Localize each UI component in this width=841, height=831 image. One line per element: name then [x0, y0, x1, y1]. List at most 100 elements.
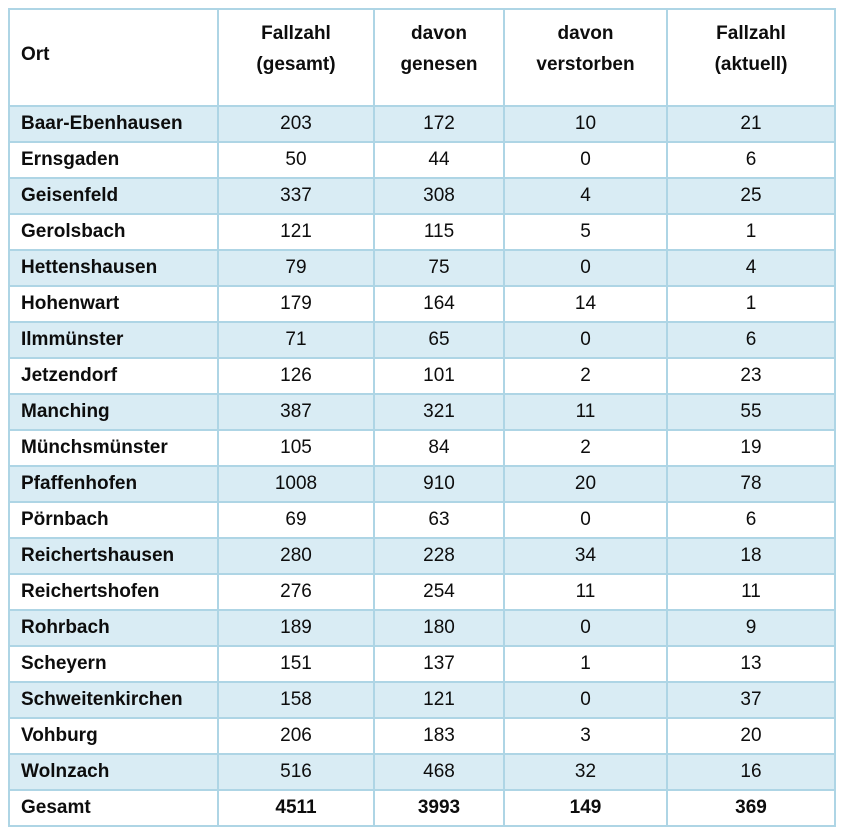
cell-fallzahl-gesamt: 79: [217, 249, 375, 287]
cell-fallzahl-aktuell: 6: [666, 321, 836, 359]
cell-fallzahl-gesamt: 280: [217, 537, 375, 575]
cell-davon-verstorben: 3: [503, 717, 668, 755]
cell-davon-genesen: 321: [373, 393, 505, 431]
cell-davon-verstorben: 0: [503, 141, 668, 179]
cell-fallzahl-gesamt: 189: [217, 609, 375, 647]
cell-fallzahl-gesamt: 50: [217, 141, 375, 179]
cell-ort: Scheyern: [8, 645, 219, 683]
table-row: Ilmmünster 71 65 0 6: [8, 321, 836, 359]
cell-davon-genesen: 228: [373, 537, 505, 575]
cell-davon-verstorben: 0: [503, 609, 668, 647]
cell-davon-verstorben: 34: [503, 537, 668, 575]
column-header-fallzahl-aktuell: Fallzahl (aktuell): [666, 8, 836, 107]
cell-fallzahl-aktuell: 11: [666, 573, 836, 611]
cell-fallzahl-gesamt: 1008: [217, 465, 375, 503]
table-row: Hohenwart 179 164 14 1: [8, 285, 836, 323]
cell-fallzahl-aktuell: 18: [666, 537, 836, 575]
cell-davon-genesen: 101: [373, 357, 505, 395]
cell-davon-genesen: 172: [373, 105, 505, 143]
cell-fallzahl-gesamt: 516: [217, 753, 375, 791]
cell-fallzahl-gesamt: 179: [217, 285, 375, 323]
cell-fallzahl-aktuell: 9: [666, 609, 836, 647]
cell-davon-genesen: 308: [373, 177, 505, 215]
table-row: Jetzendorf 126 101 2 23: [8, 357, 836, 395]
column-header-label-line2: (gesamt): [256, 54, 336, 75]
cell-fallzahl-gesamt: 69: [217, 501, 375, 539]
column-header-label-line2: (aktuell): [714, 54, 788, 75]
table-row: Scheyern 151 137 1 13: [8, 645, 836, 683]
cell-davon-genesen: 121: [373, 681, 505, 719]
cell-davon-verstorben: 0: [503, 681, 668, 719]
cell-ort: Münchsmünster: [8, 429, 219, 467]
column-header-label-line2: genesen: [400, 54, 478, 75]
cell-fallzahl-gesamt: 121: [217, 213, 375, 251]
cell-davon-verstorben: 11: [503, 393, 668, 431]
cell-davon-genesen: 910: [373, 465, 505, 503]
cell-davon-verstorben: 10: [503, 105, 668, 143]
total-row: Gesamt 4511 3993 149 369: [8, 789, 836, 827]
cell-fallzahl-aktuell: 16: [666, 753, 836, 791]
cell-fallzahl-aktuell: 1: [666, 285, 836, 323]
cell-ort: Geisenfeld: [8, 177, 219, 215]
cell-ort: Jetzendorf: [8, 357, 219, 395]
cell-ort: Gesamt: [8, 789, 219, 827]
cell-fallzahl-aktuell: 25: [666, 177, 836, 215]
cell-davon-genesen: 137: [373, 645, 505, 683]
cell-ort: Manching: [8, 393, 219, 431]
cell-ort: Baar-Ebenhausen: [8, 105, 219, 143]
cell-davon-verstorben: 32: [503, 753, 668, 791]
table-row: Wolnzach 516 468 32 16: [8, 753, 836, 791]
cell-ort: Hettenshausen: [8, 249, 219, 287]
cell-davon-genesen: 75: [373, 249, 505, 287]
cell-davon-genesen: 164: [373, 285, 505, 323]
table-row: Manching 387 321 11 55: [8, 393, 836, 431]
cell-davon-verstorben: 0: [503, 501, 668, 539]
cell-fallzahl-aktuell: 55: [666, 393, 836, 431]
cell-fallzahl-gesamt: 206: [217, 717, 375, 755]
cell-davon-verstorben: 4: [503, 177, 668, 215]
cell-fallzahl-aktuell: 20: [666, 717, 836, 755]
cell-davon-genesen: 84: [373, 429, 505, 467]
cell-davon-verstorben: 2: [503, 429, 668, 467]
cell-fallzahl-aktuell: 4: [666, 249, 836, 287]
column-header-label-line2: verstorben: [536, 54, 635, 75]
table-row: Pfaffenhofen 1008 910 20 78: [8, 465, 836, 503]
covid-cases-table: Ort Fallzahl (gesamt) davon genesen davo…: [8, 8, 836, 827]
cell-ort: Vohburg: [8, 717, 219, 755]
table-row: Gerolsbach 121 115 5 1: [8, 213, 836, 251]
cell-fallzahl-aktuell: 6: [666, 501, 836, 539]
column-header-label-line1: Fallzahl: [716, 23, 786, 44]
column-header-davon-verstorben: davon verstorben: [503, 8, 668, 107]
cell-davon-verstorben: 149: [503, 789, 668, 827]
cell-fallzahl-aktuell: 78: [666, 465, 836, 503]
cell-fallzahl-gesamt: 126: [217, 357, 375, 395]
cell-ort: Reichertshofen: [8, 573, 219, 611]
cell-fallzahl-aktuell: 37: [666, 681, 836, 719]
cell-fallzahl-aktuell: 21: [666, 105, 836, 143]
column-header-label-line1: davon: [557, 23, 614, 44]
cell-davon-genesen: 254: [373, 573, 505, 611]
cell-davon-genesen: 468: [373, 753, 505, 791]
cell-fallzahl-gesamt: 158: [217, 681, 375, 719]
cell-davon-verstorben: 14: [503, 285, 668, 323]
column-header-label: Ort: [21, 44, 50, 65]
column-header-davon-genesen: davon genesen: [373, 8, 505, 107]
cell-davon-genesen: 3993: [373, 789, 505, 827]
column-header-fallzahl-gesamt: Fallzahl (gesamt): [217, 8, 375, 107]
column-header-label-line1: davon: [411, 23, 467, 44]
cell-fallzahl-aktuell: 369: [666, 789, 836, 827]
cell-davon-verstorben: 0: [503, 321, 668, 359]
cell-ort: Hohenwart: [8, 285, 219, 323]
table-row: Schweitenkirchen 158 121 0 37: [8, 681, 836, 719]
table-row: Reichertshausen 280 228 34 18: [8, 537, 836, 575]
cell-davon-genesen: 44: [373, 141, 505, 179]
cell-davon-verstorben: 20: [503, 465, 668, 503]
header-row: Ort Fallzahl (gesamt) davon genesen davo…: [8, 8, 836, 107]
table-row: Ernsgaden 50 44 0 6: [8, 141, 836, 179]
cell-fallzahl-gesamt: 203: [217, 105, 375, 143]
cell-fallzahl-gesamt: 151: [217, 645, 375, 683]
cell-fallzahl-gesamt: 276: [217, 573, 375, 611]
cell-davon-genesen: 115: [373, 213, 505, 251]
cell-ort: Pörnbach: [8, 501, 219, 539]
